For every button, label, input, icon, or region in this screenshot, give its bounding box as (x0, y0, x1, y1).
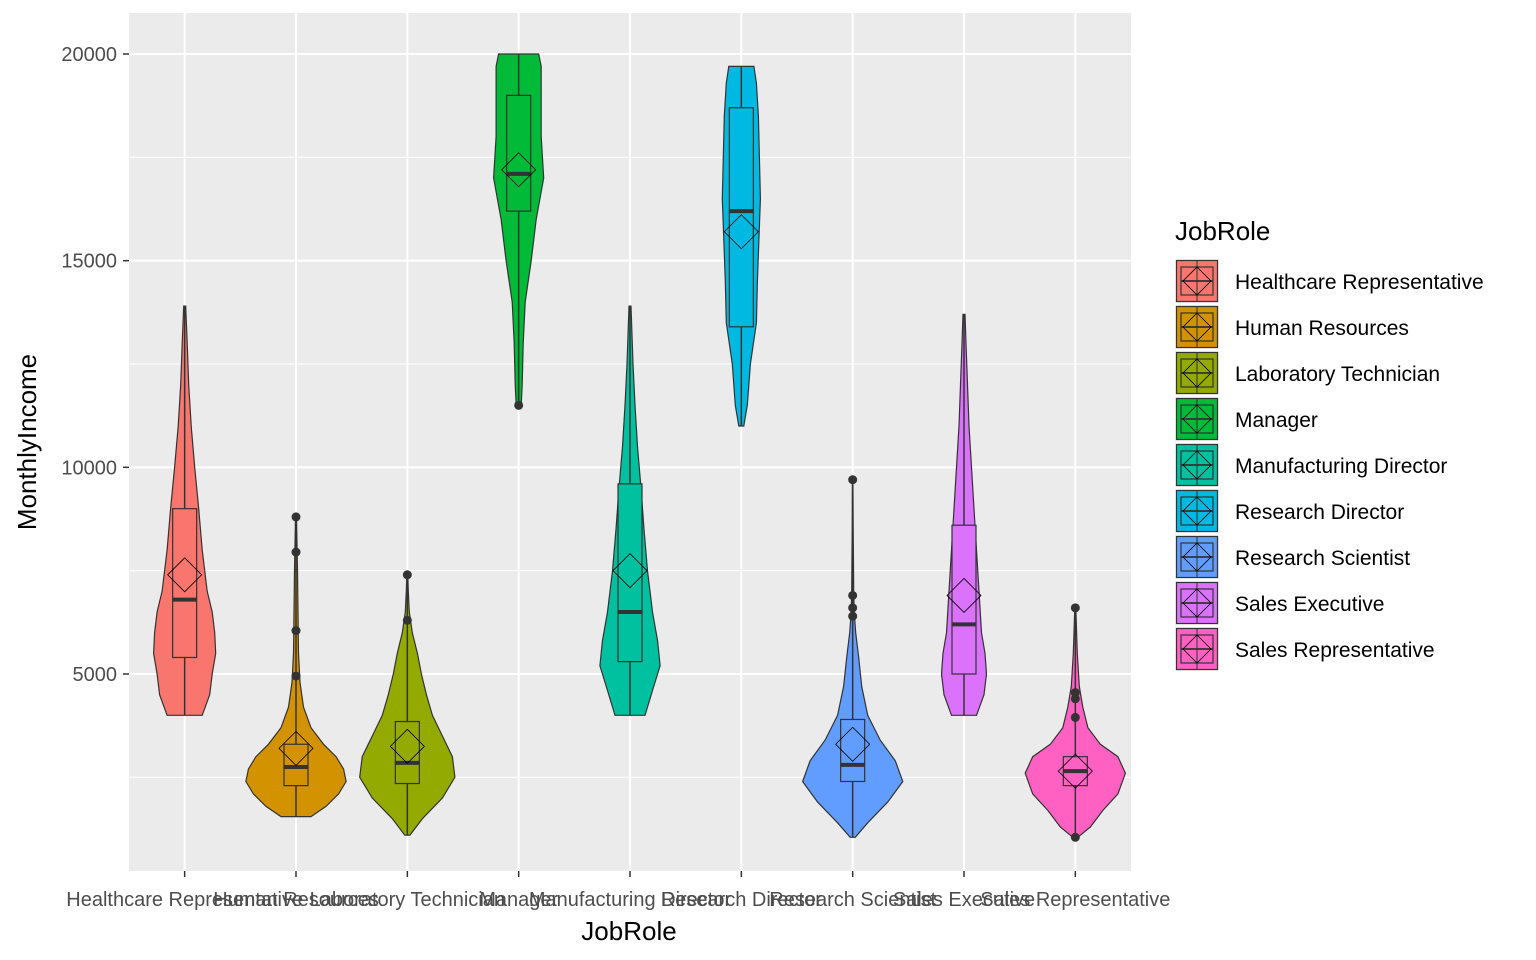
violin-group (940, 313, 988, 716)
mean-point (167, 557, 203, 593)
y-tick-label: 5000 (73, 664, 118, 686)
legend-label: Manufacturing Director (1235, 455, 1447, 478)
mean-point (835, 726, 871, 762)
outlier-point (291, 671, 301, 681)
x-axis-title: JobRole (581, 916, 676, 946)
box (172, 508, 198, 659)
violin-group (599, 305, 661, 716)
mean-point (1057, 753, 1093, 789)
legend-key-mean (1182, 588, 1212, 618)
mean-point (389, 728, 425, 764)
violin-group (245, 512, 347, 818)
legend-key-mean (1182, 266, 1212, 296)
legend: JobRole Healthcare Representative Human R… (1175, 216, 1484, 671)
outlier-point (848, 590, 858, 600)
box (951, 524, 977, 675)
violins (152, 53, 1127, 842)
x-tick-label: Research Scientist (769, 889, 936, 911)
x-tick-label: Research Director (661, 889, 823, 911)
box (728, 107, 754, 328)
x-tick-label: Human Resources (213, 889, 379, 911)
legend-key-mean (1182, 496, 1212, 526)
violin-group (152, 305, 217, 716)
x-tick-label: Manager (479, 889, 558, 911)
outlier-point (514, 400, 524, 410)
legend-title: JobRole (1175, 216, 1270, 246)
legend-key (1175, 443, 1219, 487)
violin-group (492, 53, 545, 410)
violin-group (1024, 603, 1127, 842)
outlier-point (402, 570, 412, 580)
outlier-point (291, 512, 301, 522)
legend-key (1175, 259, 1219, 303)
legend-key-mean (1182, 634, 1212, 664)
legend-key-mean (1182, 542, 1212, 572)
legend-key-mean (1182, 312, 1212, 342)
box (840, 718, 866, 783)
mean-point (278, 730, 314, 766)
outlier-point (1070, 694, 1080, 704)
legend-key-mean (1182, 358, 1212, 388)
outlier-point (291, 547, 301, 557)
violin-group (801, 475, 904, 838)
legend-label: Manager (1235, 409, 1318, 432)
outlier-point (848, 475, 858, 485)
legend-label: Healthcare Representative (1235, 271, 1484, 294)
legend-label: Research Scientist (1235, 547, 1410, 570)
y-axis-title: MonthlyIncome (12, 354, 42, 530)
legend-key-mean (1182, 450, 1212, 480)
legend-key (1175, 351, 1219, 395)
legend-key (1175, 397, 1219, 441)
legend-key-mean (1182, 404, 1212, 434)
x-tick-label: Healthcare Representative (66, 889, 303, 911)
legend-label: Sales Executive (1235, 593, 1384, 616)
outlier-point (291, 626, 301, 636)
legend-key (1175, 581, 1219, 625)
x-tick-label: Sales Representative (980, 889, 1170, 911)
y-tick-label: 10000 (61, 457, 117, 479)
box (617, 483, 643, 663)
legend-label: Research Director (1235, 501, 1404, 524)
legend-key (1175, 535, 1219, 579)
outlier-point (1070, 688, 1080, 698)
legend-label: Sales Representative (1235, 639, 1435, 662)
x-tick-label: Manufacturing Director (529, 889, 732, 911)
legend-key (1175, 627, 1219, 671)
mean-point (612, 553, 648, 589)
violin-group (721, 65, 762, 427)
x-tick-label: Sales Executive (893, 889, 1035, 911)
legend-key (1175, 305, 1219, 349)
y-tick-label: 15000 (61, 251, 117, 273)
y-axis: 5000 10000 15000 20000 (61, 44, 129, 686)
outlier-point (1070, 832, 1080, 842)
outlier-point (402, 615, 412, 625)
outlier-point (848, 611, 858, 621)
mean-point (946, 577, 982, 614)
mean-point (501, 152, 537, 188)
legend-key (1175, 489, 1219, 533)
outlier-point (848, 603, 858, 613)
y-tick-label: 20000 (61, 44, 117, 66)
legend-label: Laboratory Technician (1235, 363, 1440, 386)
mean-point (723, 214, 759, 250)
x-tick-label: Laboratory Technician (310, 889, 505, 911)
outlier-point (1070, 712, 1080, 722)
box (394, 720, 420, 785)
violin-group (359, 570, 456, 836)
outlier-point (1070, 603, 1080, 613)
legend-label: Human Resources (1235, 317, 1409, 340)
